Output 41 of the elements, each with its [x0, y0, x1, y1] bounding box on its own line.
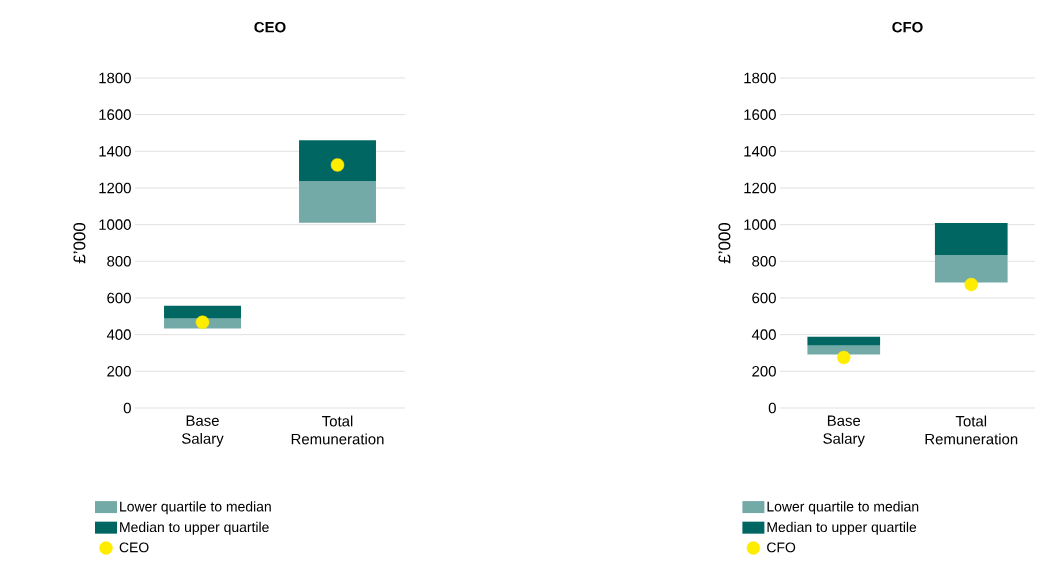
legend-label: CFO	[767, 542, 796, 553]
y-tick-label: 1000	[99, 219, 131, 230]
y-tick-label: 1800	[99, 72, 131, 84]
x-tick-label: Total Remuneration	[291, 415, 384, 445]
bar	[807, 336, 881, 346]
chart-title: CEO	[254, 21, 286, 33]
y-tick-label: 1800	[744, 72, 776, 84]
bar	[934, 223, 1008, 255]
bar	[807, 345, 881, 355]
y-tick-label: 1600	[99, 109, 131, 120]
y-tick-label: 1200	[744, 182, 776, 194]
y-tick-label: 1000	[744, 219, 776, 230]
y-tick-label: 600	[107, 292, 131, 304]
y-tick-label: 600	[752, 292, 776, 304]
y-axis-title: £’000	[73, 222, 86, 264]
y-axis-title: £’000	[718, 222, 731, 264]
y-tick-label: 1600	[744, 109, 776, 120]
y-tick-label: 0	[123, 402, 131, 414]
y-tick-label: 1400	[99, 146, 131, 157]
legend-label: Lower quartile to median	[120, 501, 271, 515]
chart-title: CFO	[892, 21, 923, 33]
y-tick-label: 800	[107, 256, 131, 267]
y-tick-label: 200	[107, 366, 131, 377]
legend-label: Median to upper quartile	[120, 521, 269, 535]
bar	[164, 305, 241, 319]
x-tick-label: Base Salary	[823, 415, 865, 447]
y-tick-label: 800	[752, 256, 776, 267]
y-tick-label: 400	[751, 329, 776, 340]
legend-label: CEO	[119, 542, 149, 553]
bar	[299, 140, 376, 182]
x-tick-label: Total Remuneration	[925, 415, 1018, 445]
legend-label: Lower quartile to median	[767, 501, 919, 515]
y-tick-label: 200	[752, 366, 776, 377]
bar	[934, 254, 1008, 283]
y-tick-label: 400	[106, 329, 131, 340]
legend-label: Median to upper quartile	[767, 521, 917, 535]
y-tick-label: 1200	[99, 182, 131, 194]
y-tick-label: 0	[768, 402, 776, 414]
y-tick-label: 1400	[744, 146, 776, 157]
bar	[299, 181, 376, 223]
x-tick-label: Base Salary	[182, 415, 224, 447]
